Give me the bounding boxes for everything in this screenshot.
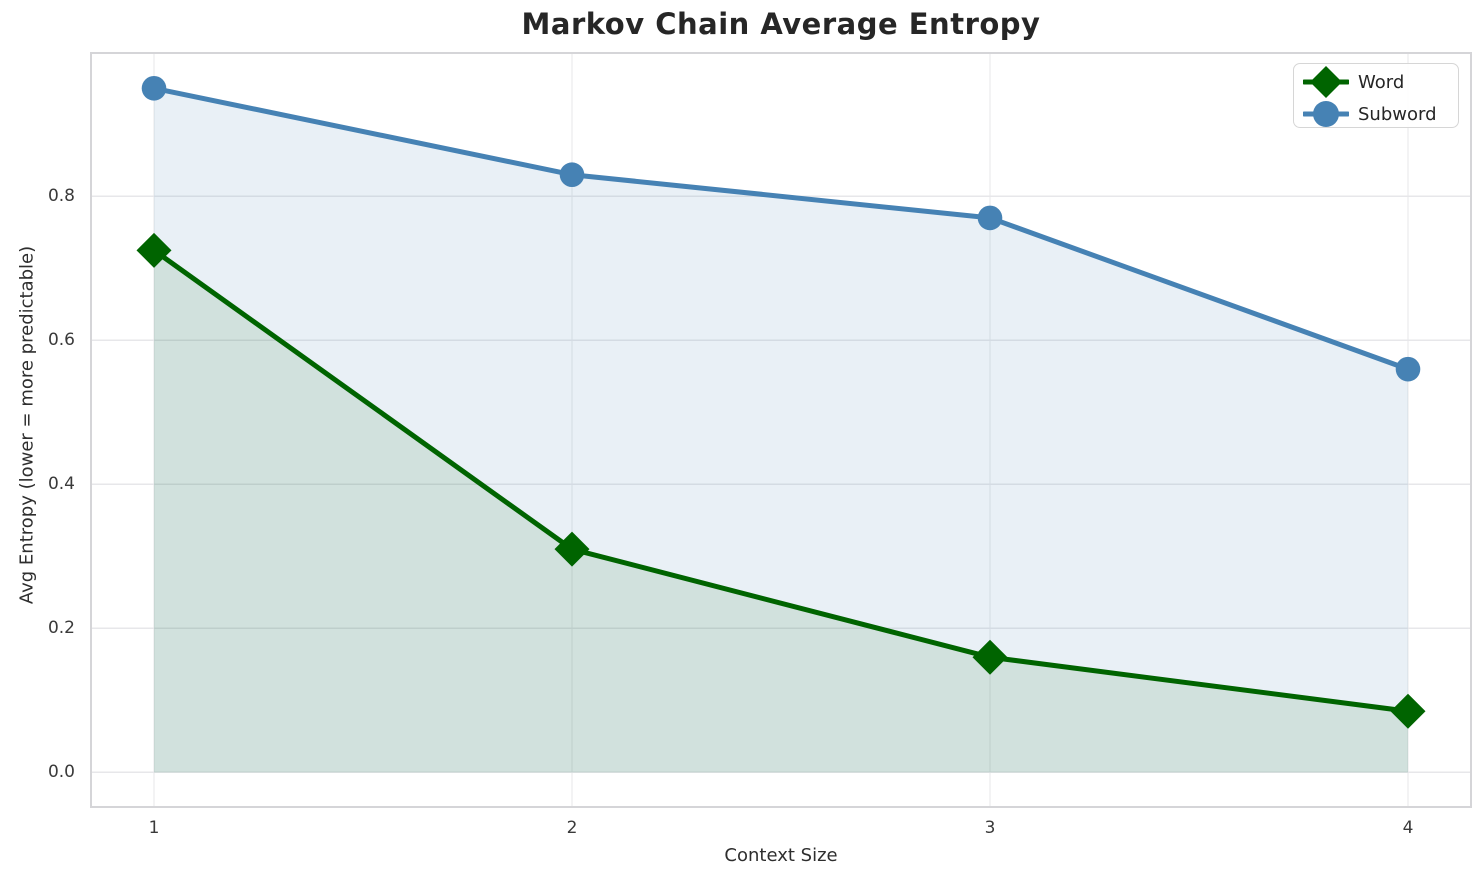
- x-tick-label: 2: [566, 818, 578, 838]
- marker-circle-subword: [977, 205, 1003, 231]
- x-axis-label: Context Size: [724, 845, 838, 866]
- legend-label: Subword: [1358, 103, 1437, 125]
- y-tick-label: 0.0: [47, 762, 75, 783]
- legend-item-subword: Subword: [1303, 98, 1449, 130]
- area-fill-subword: [154, 88, 1408, 773]
- x-tick-label: 4: [1402, 818, 1414, 838]
- line-word: [151, 247, 1411, 714]
- legend-item-word: Word: [1303, 66, 1449, 98]
- plot-border: [90, 52, 1472, 808]
- legend-label: Word: [1358, 71, 1405, 93]
- marker-diamond-word: [136, 232, 172, 268]
- y-axis-label: Avg Entropy (lower = more predictable): [16, 245, 38, 605]
- marker-diamond-word: [972, 639, 1008, 675]
- legend: Word Subword: [1293, 63, 1459, 128]
- y-tick-label: 0.2: [47, 618, 75, 639]
- marker-circle-subword: [141, 75, 167, 101]
- marker-circle-subword: [559, 162, 585, 188]
- area-fill-word: [154, 250, 1408, 773]
- marker-diamond-word: [554, 531, 590, 567]
- x-tick-label: 3: [984, 818, 996, 838]
- word-marker-icon: [1303, 66, 1349, 98]
- y-tick-label: 0.8: [47, 186, 75, 207]
- x-tick-label: 1: [148, 818, 160, 838]
- marker-diamond-word: [1390, 693, 1426, 729]
- y-tick-label: 0.6: [47, 330, 75, 351]
- subword-marker-icon: [1303, 101, 1349, 127]
- marker-circle-subword: [1395, 356, 1421, 382]
- chart-title: Markov Chain Average Entropy: [521, 7, 1041, 41]
- y-tick-label: 0.4: [47, 474, 75, 495]
- line-subword: [151, 85, 1411, 372]
